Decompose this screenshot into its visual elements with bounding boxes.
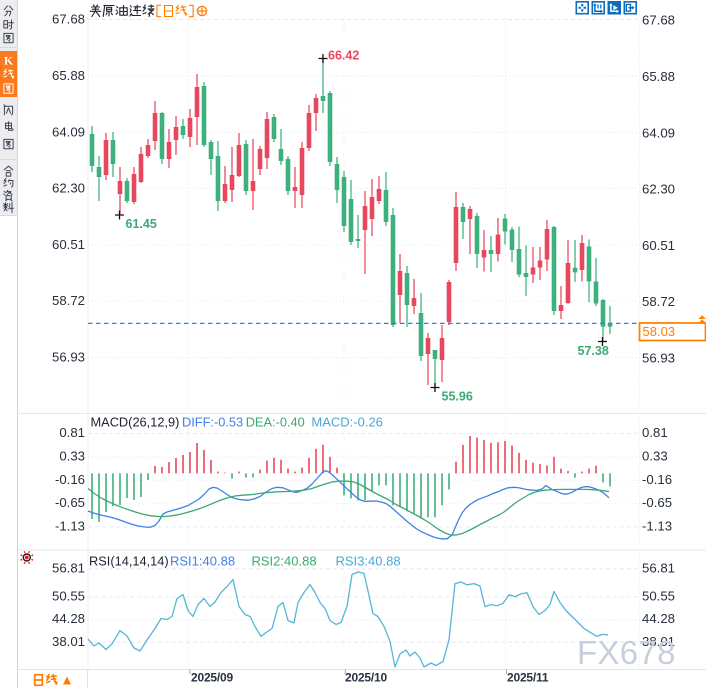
svg-text:56.81: 56.81 [52, 560, 85, 575]
svg-text:58.72: 58.72 [52, 293, 85, 308]
svg-text:57.38: 57.38 [578, 344, 609, 358]
svg-text:64.09: 64.09 [642, 125, 675, 140]
svg-text:DIFF:-0.53: DIFF:-0.53 [182, 415, 243, 430]
svg-text:-0.65: -0.65 [642, 495, 672, 510]
svg-text:38.01: 38.01 [642, 634, 675, 649]
svg-text:0.81: 0.81 [642, 425, 668, 440]
svg-text:-0.16: -0.16 [642, 472, 672, 487]
svg-text:58.03: 58.03 [643, 324, 676, 339]
svg-text:67.68: 67.68 [52, 11, 85, 26]
svg-text:MACD:-0.26: MACD:-0.26 [311, 415, 383, 430]
svg-text:64.09: 64.09 [52, 124, 85, 139]
svg-text:-0.16: -0.16 [55, 472, 85, 487]
svg-text:38.01: 38.01 [52, 634, 85, 649]
svg-text:44.28: 44.28 [642, 611, 675, 626]
svg-text:0.33: 0.33 [642, 448, 668, 463]
svg-text:RSI2:40.88: RSI2:40.88 [252, 554, 317, 569]
svg-text:58.72: 58.72 [642, 294, 675, 309]
svg-text:-1.13: -1.13 [55, 518, 85, 533]
svg-text:56.81: 56.81 [642, 560, 675, 575]
svg-text:44.28: 44.28 [52, 611, 85, 626]
svg-text:DEA:-0.40: DEA:-0.40 [246, 415, 305, 430]
svg-text:2025/10: 2025/10 [345, 671, 388, 685]
svg-text:60.51: 60.51 [52, 237, 85, 252]
svg-text:MACD(26,12,9): MACD(26,12,9) [91, 415, 180, 430]
svg-text:FX678: FX678 [577, 634, 676, 671]
svg-text:65.88: 65.88 [52, 68, 85, 83]
svg-text:K: K [4, 54, 14, 68]
svg-text:61.45: 61.45 [126, 217, 157, 231]
svg-text:67.68: 67.68 [642, 12, 675, 27]
svg-text:55.96: 55.96 [442, 390, 473, 404]
svg-text:50.55: 50.55 [52, 588, 85, 603]
svg-text:66.42: 66.42 [328, 49, 359, 63]
svg-text:56.93: 56.93 [642, 350, 675, 365]
svg-text:2025/09: 2025/09 [191, 671, 234, 685]
svg-text:50.55: 50.55 [642, 588, 675, 603]
svg-text:RSI3:40.88: RSI3:40.88 [336, 554, 401, 569]
svg-text:56.93: 56.93 [52, 349, 85, 364]
svg-text:0.81: 0.81 [59, 425, 85, 440]
svg-text:60.51: 60.51 [642, 238, 675, 253]
svg-text:RSI(14,14,14): RSI(14,14,14) [89, 554, 169, 569]
svg-text:-0.65: -0.65 [55, 495, 85, 510]
svg-text:-1.13: -1.13 [642, 518, 672, 533]
svg-text:RSI1:40.88: RSI1:40.88 [170, 554, 235, 569]
svg-text:62.30: 62.30 [52, 180, 85, 195]
svg-text:62.30: 62.30 [642, 181, 675, 196]
svg-text:0.33: 0.33 [59, 448, 85, 463]
svg-text:2025/11: 2025/11 [507, 671, 549, 685]
svg-text:65.88: 65.88 [642, 69, 675, 84]
